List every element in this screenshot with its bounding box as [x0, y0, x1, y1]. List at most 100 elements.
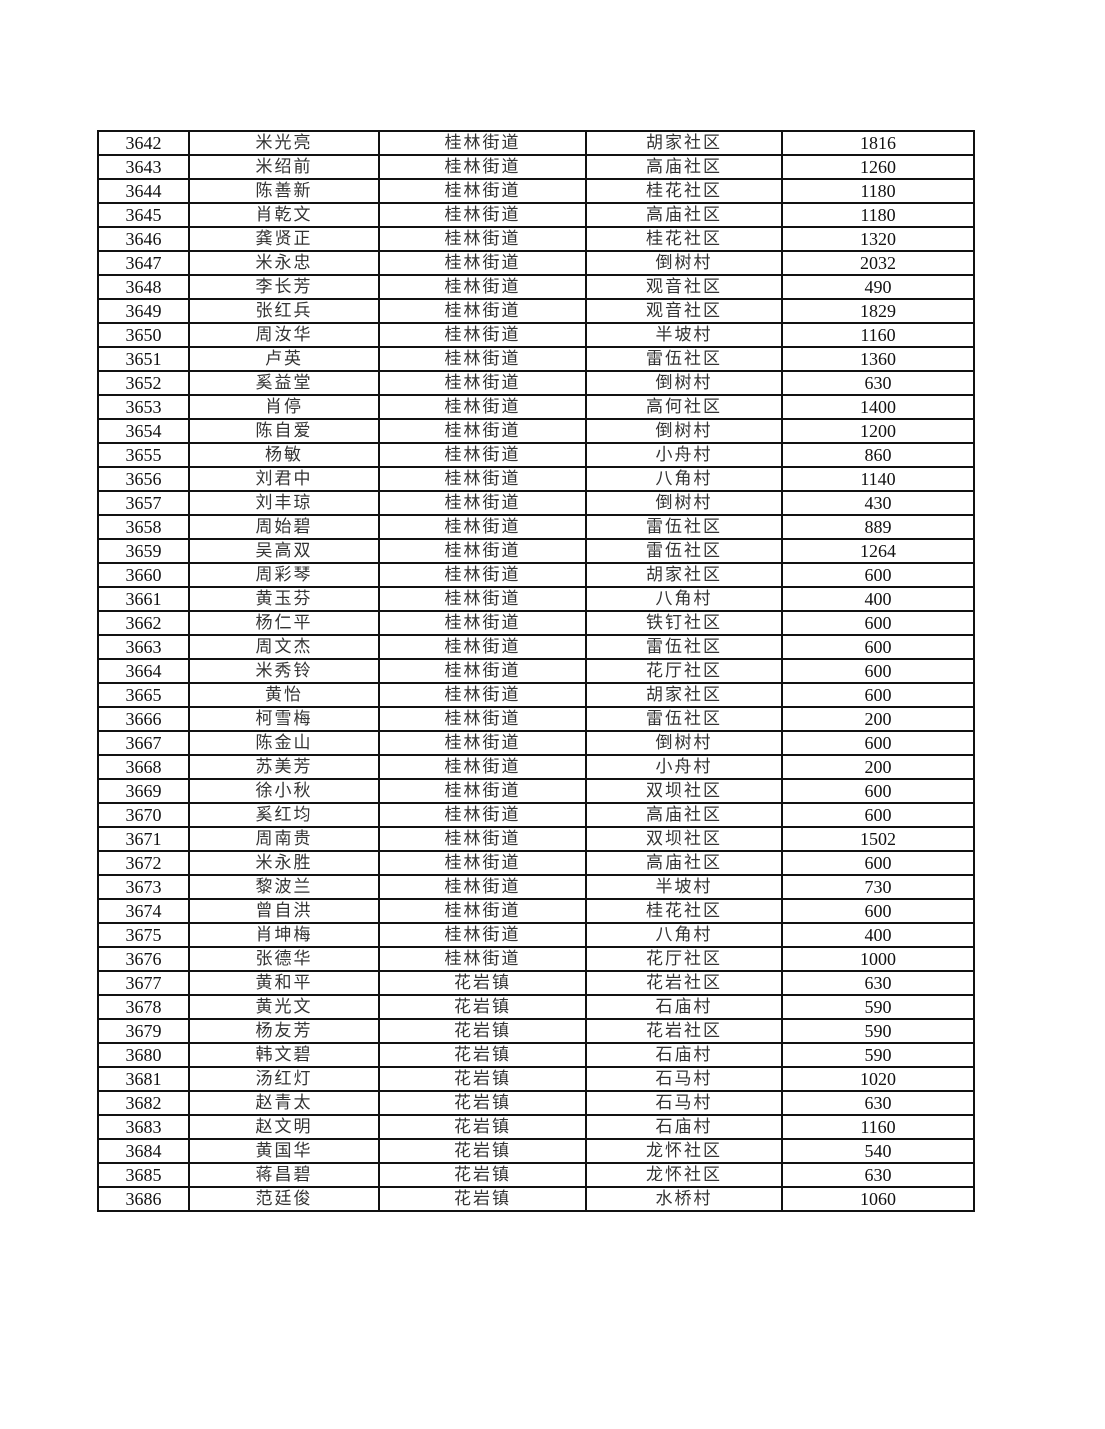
table-row: 3679 杨友芳 花岩镇 花岩社区 590 [97, 1018, 975, 1044]
amount-cell: 1020 [781, 1066, 975, 1092]
community-cell: 倒树村 [585, 250, 783, 276]
town-cell: 桂林街道 [378, 250, 587, 276]
row-number-cell: 3649 [97, 298, 190, 324]
roster-table: 3642 米光亮 桂林街道 胡家社区 1816 3643 米绍前 桂林街道 高庙社区 1260 36… [97, 130, 975, 1212]
amount-cell: 860 [781, 442, 975, 468]
table-row: 3654 陈自爱 桂林街道 倒树村 1200 [97, 418, 975, 444]
table-row: 3663 周文杰 桂林街道 雷伍社区 600 [97, 634, 975, 660]
person-name-cell: 刘丰琼 [188, 490, 380, 516]
table-row: 3662 杨仁平 桂林街道 铁钉社区 600 [97, 610, 975, 636]
community-cell: 小舟村 [585, 442, 783, 468]
amount-cell: 590 [781, 1018, 975, 1044]
community-cell: 花厅社区 [585, 658, 783, 684]
amount-cell: 1829 [781, 298, 975, 324]
person-name-cell: 汤红灯 [188, 1066, 380, 1092]
community-cell: 花岩社区 [585, 970, 783, 996]
community-cell: 胡家社区 [585, 562, 783, 588]
person-name-cell: 黄国华 [188, 1138, 380, 1164]
person-name-cell: 柯雪梅 [188, 706, 380, 732]
person-name-cell: 周始碧 [188, 514, 380, 540]
table-row: 3659 吴高双 桂林街道 雷伍社区 1264 [97, 538, 975, 564]
amount-cell: 1260 [781, 154, 975, 180]
town-cell: 花岩镇 [378, 1186, 587, 1212]
community-cell: 倒树村 [585, 418, 783, 444]
town-cell: 花岩镇 [378, 1162, 587, 1188]
amount-cell: 200 [781, 706, 975, 732]
row-number-cell: 3681 [97, 1066, 190, 1092]
amount-cell: 600 [781, 802, 975, 828]
table-row: 3652 奚益堂 桂林街道 倒树村 630 [97, 370, 975, 396]
amount-cell: 600 [781, 778, 975, 804]
community-cell: 双坝社区 [585, 778, 783, 804]
community-cell: 石马村 [585, 1090, 783, 1116]
amount-cell: 600 [781, 610, 975, 636]
row-number-cell: 3667 [97, 730, 190, 756]
town-cell: 桂林街道 [378, 802, 587, 828]
person-name-cell: 米光亮 [188, 130, 380, 156]
table-row: 3665 黄怡 桂林街道 胡家社区 600 [97, 682, 975, 708]
row-number-cell: 3663 [97, 634, 190, 660]
town-cell: 桂林街道 [378, 322, 587, 348]
amount-cell: 1200 [781, 418, 975, 444]
town-cell: 桂林街道 [378, 874, 587, 900]
person-name-cell: 黄玉芬 [188, 586, 380, 612]
row-number-cell: 3653 [97, 394, 190, 420]
person-name-cell: 米永忠 [188, 250, 380, 276]
row-number-cell: 3676 [97, 946, 190, 972]
town-cell: 桂林街道 [378, 514, 587, 540]
row-number-cell: 3654 [97, 418, 190, 444]
town-cell: 桂林街道 [378, 682, 587, 708]
community-cell: 水桥村 [585, 1186, 783, 1212]
town-cell: 桂林街道 [378, 298, 587, 324]
row-number-cell: 3647 [97, 250, 190, 276]
person-name-cell: 黎波兰 [188, 874, 380, 900]
community-cell: 观音社区 [585, 274, 783, 300]
community-cell: 石马村 [585, 1066, 783, 1092]
community-cell: 八角村 [585, 466, 783, 492]
community-cell: 铁钉社区 [585, 610, 783, 636]
amount-cell: 630 [781, 1162, 975, 1188]
town-cell: 桂林街道 [378, 658, 587, 684]
table-row: 3684 黄国华 花岩镇 龙怀社区 540 [97, 1138, 975, 1164]
amount-cell: 1060 [781, 1186, 975, 1212]
community-cell: 小舟村 [585, 754, 783, 780]
row-number-cell: 3679 [97, 1018, 190, 1044]
town-cell: 桂林街道 [378, 610, 587, 636]
person-name-cell: 苏美芳 [188, 754, 380, 780]
table-row: 3672 米永胜 桂林街道 高庙社区 600 [97, 850, 975, 876]
row-number-cell: 3648 [97, 274, 190, 300]
community-cell: 龙怀社区 [585, 1138, 783, 1164]
town-cell: 桂林街道 [378, 634, 587, 660]
table-row: 3681 汤红灯 花岩镇 石马村 1020 [97, 1066, 975, 1092]
amount-cell: 1400 [781, 394, 975, 420]
amount-cell: 630 [781, 970, 975, 996]
town-cell: 桂林街道 [378, 922, 587, 948]
table-row: 3647 米永忠 桂林街道 倒树村 2032 [97, 250, 975, 276]
row-number-cell: 3677 [97, 970, 190, 996]
amount-cell: 600 [781, 898, 975, 924]
row-number-cell: 3672 [97, 850, 190, 876]
table-row: 3653 肖停 桂林街道 高何社区 1400 [97, 394, 975, 420]
town-cell: 桂林街道 [378, 466, 587, 492]
row-number-cell: 3680 [97, 1042, 190, 1068]
person-name-cell: 米秀铃 [188, 658, 380, 684]
community-cell: 双坝社区 [585, 826, 783, 852]
person-name-cell: 米绍前 [188, 154, 380, 180]
person-name-cell: 蒋昌碧 [188, 1162, 380, 1188]
table-row: 3686 范廷俊 花岩镇 水桥村 1060 [97, 1186, 975, 1212]
community-cell: 雷伍社区 [585, 706, 783, 732]
town-cell: 桂林街道 [378, 178, 587, 204]
amount-cell: 1360 [781, 346, 975, 372]
table-row: 3655 杨敏 桂林街道 小舟村 860 [97, 442, 975, 468]
person-name-cell: 张德华 [188, 946, 380, 972]
table-row: 3649 张红兵 桂林街道 观音社区 1829 [97, 298, 975, 324]
community-cell: 雷伍社区 [585, 538, 783, 564]
row-number-cell: 3668 [97, 754, 190, 780]
row-number-cell: 3643 [97, 154, 190, 180]
town-cell: 桂林街道 [378, 490, 587, 516]
amount-cell: 1140 [781, 466, 975, 492]
person-name-cell: 范廷俊 [188, 1186, 380, 1212]
row-number-cell: 3683 [97, 1114, 190, 1140]
amount-cell: 400 [781, 586, 975, 612]
amount-cell: 1180 [781, 178, 975, 204]
